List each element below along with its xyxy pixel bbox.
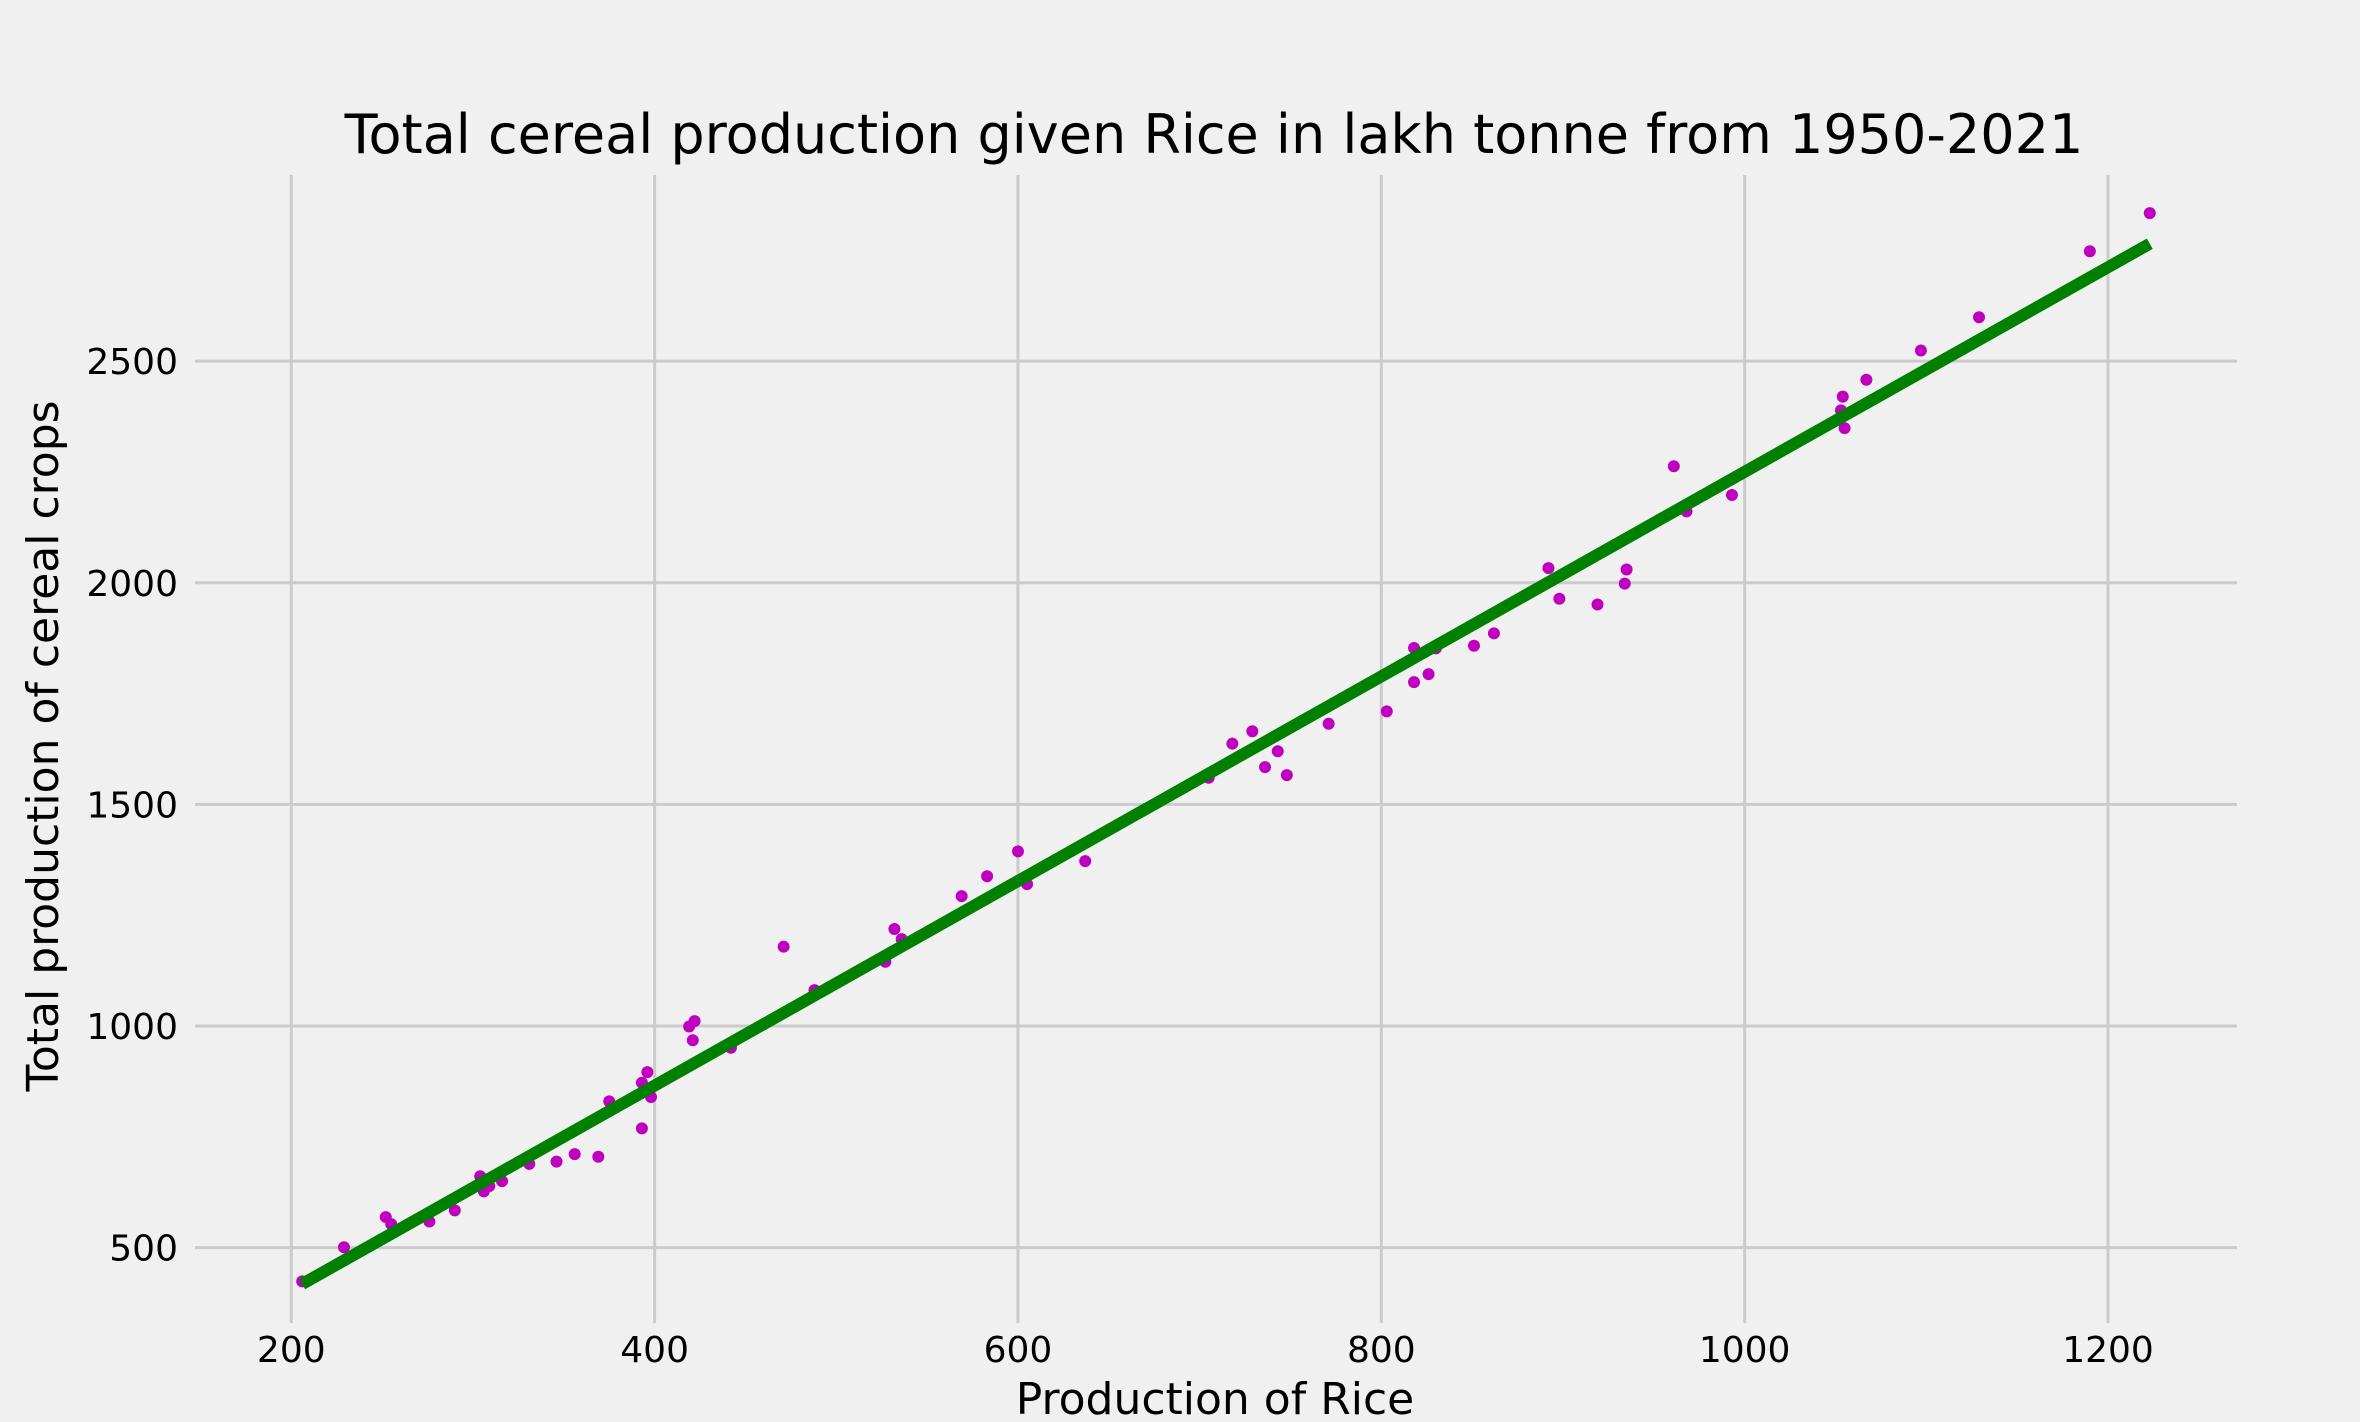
data-point	[2083, 245, 2096, 258]
y-tick-label: 2500	[86, 342, 178, 383]
x-tick-label: 200	[257, 1330, 326, 1371]
data-point	[1838, 422, 1851, 435]
x-tick-label: 1200	[2062, 1330, 2154, 1371]
data-point	[1553, 592, 1566, 605]
data-point	[1280, 769, 1293, 782]
data-point	[1973, 311, 1986, 324]
data-point	[641, 1066, 654, 1079]
data-point	[1380, 705, 1393, 718]
data-point	[1322, 717, 1335, 730]
data-point	[1836, 390, 1849, 403]
x-tick-label: 800	[1347, 1330, 1416, 1371]
y-axis-label: Total production of cereal crops	[18, 400, 69, 1092]
data-point	[1542, 562, 1555, 575]
x-tick-label: 1000	[1699, 1330, 1791, 1371]
data-point	[1226, 737, 1239, 750]
y-tick-label: 1500	[86, 785, 178, 826]
data-point	[1408, 676, 1421, 689]
y-tick-label: 500	[109, 1229, 178, 1270]
data-point	[955, 890, 968, 903]
data-point	[1667, 460, 1680, 473]
data-point	[1467, 639, 1480, 652]
data-point	[550, 1155, 563, 1168]
data-point	[686, 1034, 699, 1047]
data-point	[568, 1148, 581, 1161]
data-point	[1079, 855, 1092, 868]
data-point	[448, 1204, 461, 1217]
data-point	[1422, 668, 1435, 681]
data-point	[1618, 577, 1631, 590]
data-point	[888, 922, 901, 935]
data-point	[1246, 725, 1259, 738]
data-point	[635, 1122, 648, 1135]
data-point	[1725, 489, 1738, 502]
x-tick-label: 600	[984, 1330, 1053, 1371]
data-point	[1271, 745, 1284, 758]
chart-title: Total cereal production given Rice in la…	[344, 103, 2084, 166]
y-tick-label: 1000	[86, 1007, 178, 1048]
x-tick-label: 400	[620, 1330, 689, 1371]
x-axis-label: Production of Rice	[1016, 1374, 1415, 1422]
data-point	[1259, 761, 1272, 774]
y-tick-label: 2000	[86, 564, 178, 605]
data-point	[2143, 207, 2156, 220]
data-point	[1011, 845, 1024, 858]
tick-labels: 200 400 600 800 1000 1200 500 1000 1500 2000 2500	[86, 342, 2153, 1371]
data-point	[1487, 627, 1500, 640]
data-point	[1591, 598, 1604, 611]
data-point	[1914, 344, 1927, 357]
data-point	[592, 1150, 605, 1163]
data-point	[688, 1015, 701, 1028]
regression-line	[299, 238, 2153, 1290]
data-point	[1860, 373, 1873, 386]
data-point	[777, 940, 790, 953]
plot-area	[296, 207, 2156, 1290]
data-point	[337, 1241, 350, 1254]
data-point	[981, 870, 994, 883]
grid	[195, 175, 2237, 1323]
data-point	[1620, 563, 1633, 576]
